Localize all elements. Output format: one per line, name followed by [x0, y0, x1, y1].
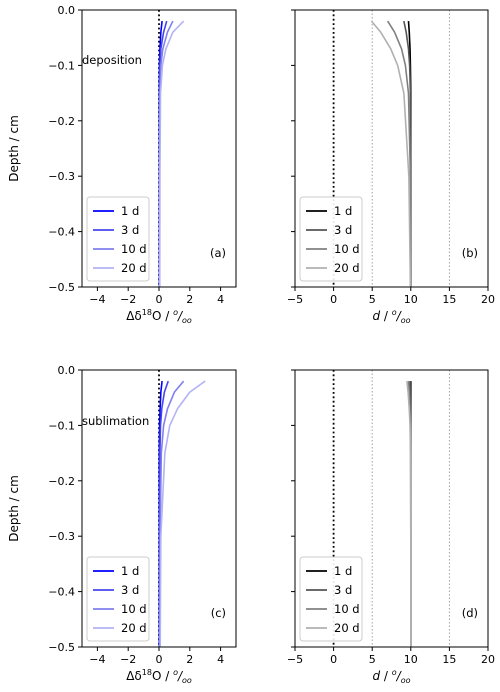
y-tick-label: 0.0 [58, 364, 76, 377]
y-tick-label: −0.4 [48, 586, 75, 599]
x-tick-label: −4 [89, 653, 105, 666]
x-tick-label: −2 [120, 293, 136, 306]
legend-label: 3 d [121, 583, 139, 597]
legend-label: 20 d [121, 621, 147, 635]
y-tick-label: −0.2 [48, 475, 75, 488]
legend-label: 20 d [334, 261, 360, 275]
x-tick-label: 0 [156, 293, 163, 306]
series-line-20d [406, 380, 412, 647]
legend-label: 10 d [121, 242, 147, 256]
chart-panel-a: 0.0 −0.1 −0.2 −0.3 −0.4 −0.5 −4 −2 0 2 4 Δδ18O / o/… [7, 4, 237, 325]
legend-label: 1 d [334, 204, 352, 218]
legend-box [86, 196, 150, 282]
y-axis-label: Depth / cm [7, 115, 21, 182]
panel-label: (a) [210, 246, 226, 260]
legend-label: 20 d [121, 261, 147, 275]
x-tick-label: 4 [217, 653, 224, 666]
y-tick-label: −0.5 [48, 281, 75, 294]
legend: 1 d 3 d 10 d 20 d [86, 196, 150, 282]
y-axis-label: Depth / cm [7, 475, 21, 542]
x-axis-label: Δδ18O / o/oo [126, 668, 192, 685]
x-tick-label: 2 [186, 653, 193, 666]
legend: 1 d 3 d 10 d 20 d [299, 556, 363, 642]
x-tick-label: −4 [89, 293, 105, 306]
y-tick-label: −0.2 [48, 115, 75, 128]
chart-panel-b: −5 0 5 10 15 20 d / o/oo (b) 1 d 3 d 10 d 20 d [287, 9, 495, 325]
series-line-20d [370, 20, 412, 288]
x-axis-label: d / o/oo [372, 668, 410, 685]
legend: 1 d 3 d 10 d 20 d [86, 556, 150, 642]
chart-panel-d: −5 0 5 10 15 20 d / o/oo (d) 1 d 3 d 10 d 20 d [287, 369, 495, 685]
y-tick-label: −0.4 [48, 226, 75, 239]
x-tick-label: 2 [186, 293, 193, 306]
y-tick-label: −0.1 [48, 59, 75, 72]
x-tick-label: −5 [287, 653, 303, 666]
legend-box [299, 196, 363, 282]
x-axis-label: Δδ18O / o/oo [126, 308, 192, 325]
y-tick-label: 0.0 [58, 4, 76, 17]
x-tick-label: 0 [330, 653, 337, 666]
x-tick-label: 4 [217, 293, 224, 306]
legend-label: 10 d [121, 602, 147, 616]
panel-label: (b) [462, 246, 478, 260]
x-tick-label: 5 [369, 293, 376, 306]
x-tick-label: 0 [156, 653, 163, 666]
panel-label: (c) [211, 606, 226, 620]
legend-label: 1 d [334, 564, 352, 578]
panel-annotation: deposition [82, 53, 142, 67]
x-tick-label: −2 [120, 653, 136, 666]
chart-panel-c: 0.0 −0.1 −0.2 −0.3 −0.4 −0.5 −4 −2 0 2 4 Δδ18O / o/… [7, 364, 237, 685]
legend: 1 d 3 d 10 d 20 d [299, 196, 363, 282]
series-line-10d [158, 20, 174, 287]
legend-label: 1 d [121, 564, 139, 578]
y-tick-label: −0.1 [48, 419, 75, 432]
x-tick-label: 10 [404, 653, 418, 666]
x-tick-label: 0 [330, 293, 337, 306]
x-axis-label: d / o/oo [372, 308, 410, 325]
x-tick-label: 5 [369, 653, 376, 666]
panel-label: (d) [462, 606, 478, 620]
x-tick-label: −5 [287, 293, 303, 306]
legend-label: 10 d [334, 242, 360, 256]
x-tick-label: 15 [442, 653, 456, 666]
series-line-20d [159, 380, 206, 648]
legend-box [299, 556, 363, 642]
y-tick-label: −0.3 [48, 170, 75, 183]
plot-frame [294, 369, 489, 648]
y-tick-label: −0.5 [48, 641, 75, 654]
panel-annotation: sublimation [82, 414, 149, 428]
plot-frame [294, 9, 489, 288]
x-tick-label: 10 [404, 293, 418, 306]
series-line-10d [386, 20, 412, 288]
legend-label: 10 d [334, 602, 360, 616]
legend-label: 3 d [334, 583, 352, 597]
legend-label: 20 d [334, 621, 360, 635]
x-tick-label: 20 [481, 293, 495, 306]
legend-box [86, 556, 150, 642]
legend-label: 3 d [121, 223, 139, 237]
series-line-20d [158, 20, 185, 288]
x-tick-label: 20 [481, 653, 495, 666]
y-tick-label: −0.3 [48, 530, 75, 543]
legend-label: 1 d [121, 204, 139, 218]
x-tick-label: 15 [442, 293, 456, 306]
legend-label: 3 d [334, 223, 352, 237]
